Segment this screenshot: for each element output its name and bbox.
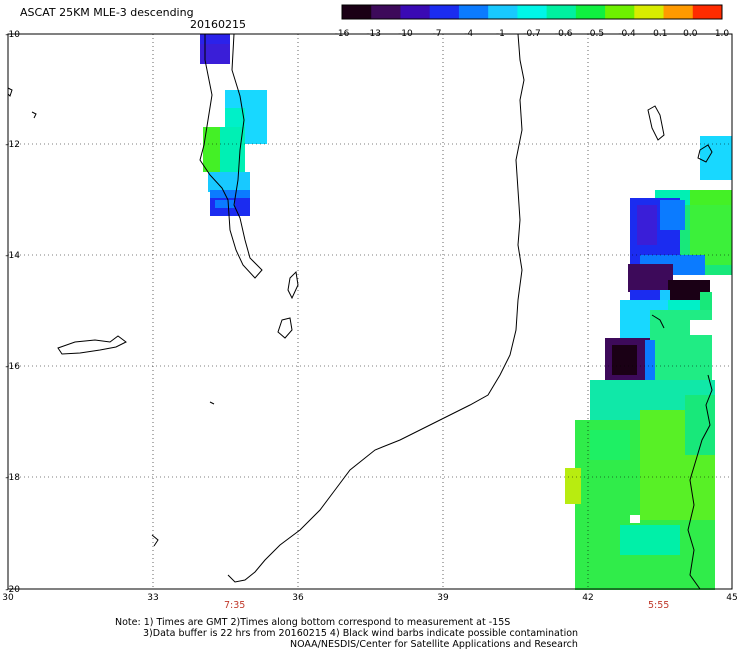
map-title: ASCAT 25KM MLE-3 descending <box>20 6 194 19</box>
x-axis-ticks: 30 33 36 39 42 45 <box>2 593 737 603</box>
pass-time-east: 5:55 <box>648 600 670 611</box>
x-tick-label: 33 <box>147 593 158 603</box>
y-tick-label: -16 <box>5 362 20 372</box>
footer-note-line2: 3)Data buffer is 22 hrs from 20160215 4)… <box>143 628 579 639</box>
colorbar-swatch <box>575 5 606 19</box>
colorbar-swatch <box>663 5 694 19</box>
y-tick-label: -12 <box>5 140 20 150</box>
colorbar-swatch <box>605 5 635 19</box>
y-tick-label: -18 <box>5 473 20 483</box>
y-tick-label: -14 <box>5 251 20 261</box>
data-swath-east <box>565 136 732 590</box>
x-tick-label: 42 <box>582 593 593 603</box>
y-tick-label: -20 <box>5 585 20 595</box>
map-frame <box>7 33 733 590</box>
colorbar-swatch <box>634 5 665 19</box>
footer-note-line3: NOAA/NESDIS/Center for Satellite Applica… <box>290 639 578 650</box>
y-axis-ticks: -10 -12 -14 -16 -18 -20 <box>5 30 20 595</box>
pass-time-west: 7:35 <box>224 600 246 611</box>
footer-note-line1: Note: 1) Times are GMT 2)Times along bot… <box>115 617 511 628</box>
map-date: 20160215 <box>190 18 246 31</box>
coastline <box>7 33 713 590</box>
lat-lon-grid <box>8 34 732 589</box>
y-tick-label: -10 <box>5 30 20 40</box>
colorbar-swatch <box>429 5 460 19</box>
colorbar-swatch <box>488 5 518 19</box>
colorbar-swatch <box>400 5 431 19</box>
colorbar-swatch <box>371 5 401 19</box>
x-tick-label: 45 <box>726 593 737 603</box>
colorbar-swatch <box>546 5 577 19</box>
x-tick-label: 39 <box>437 593 449 603</box>
x-tick-label: 36 <box>292 593 304 603</box>
colorbar-swatch <box>342 5 372 19</box>
colorbar-swatch <box>692 5 723 19</box>
x-tick-label: 30 <box>2 593 14 603</box>
data-swath-west <box>200 34 267 216</box>
colorbar-swatch <box>517 5 548 19</box>
colorbar-swatch <box>458 5 489 19</box>
